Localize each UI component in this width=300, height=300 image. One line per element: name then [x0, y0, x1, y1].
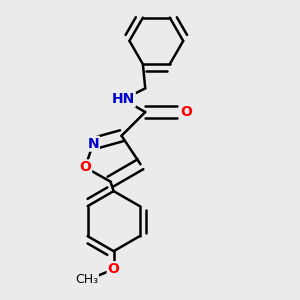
- Text: CH₃: CH₃: [75, 273, 98, 286]
- Text: HN: HN: [112, 92, 135, 106]
- Text: N: N: [87, 137, 99, 151]
- Text: O: O: [108, 262, 120, 276]
- Text: O: O: [180, 105, 192, 119]
- Text: O: O: [79, 160, 91, 174]
